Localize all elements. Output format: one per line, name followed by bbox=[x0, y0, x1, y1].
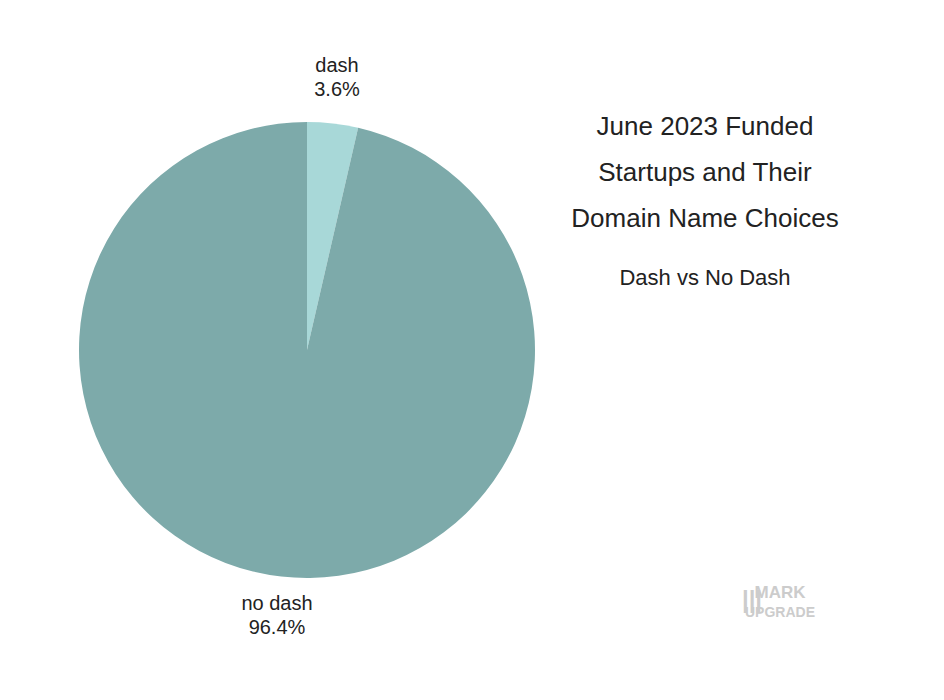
svg-text:dash3.6%: dash3.6% bbox=[314, 54, 360, 100]
svg-text:MARK: MARK bbox=[755, 583, 807, 602]
svg-text:Startups and Their: Startups and Their bbox=[598, 157, 812, 187]
svg-text:no dash96.4%: no dash96.4% bbox=[241, 592, 312, 638]
svg-text:June 2023 Funded: June 2023 Funded bbox=[597, 111, 814, 141]
svg-text:Domain Name Choices: Domain Name Choices bbox=[571, 203, 838, 233]
svg-text:UPGRADE: UPGRADE bbox=[745, 604, 815, 620]
svg-text:Dash vs No Dash: Dash vs No Dash bbox=[619, 265, 790, 290]
